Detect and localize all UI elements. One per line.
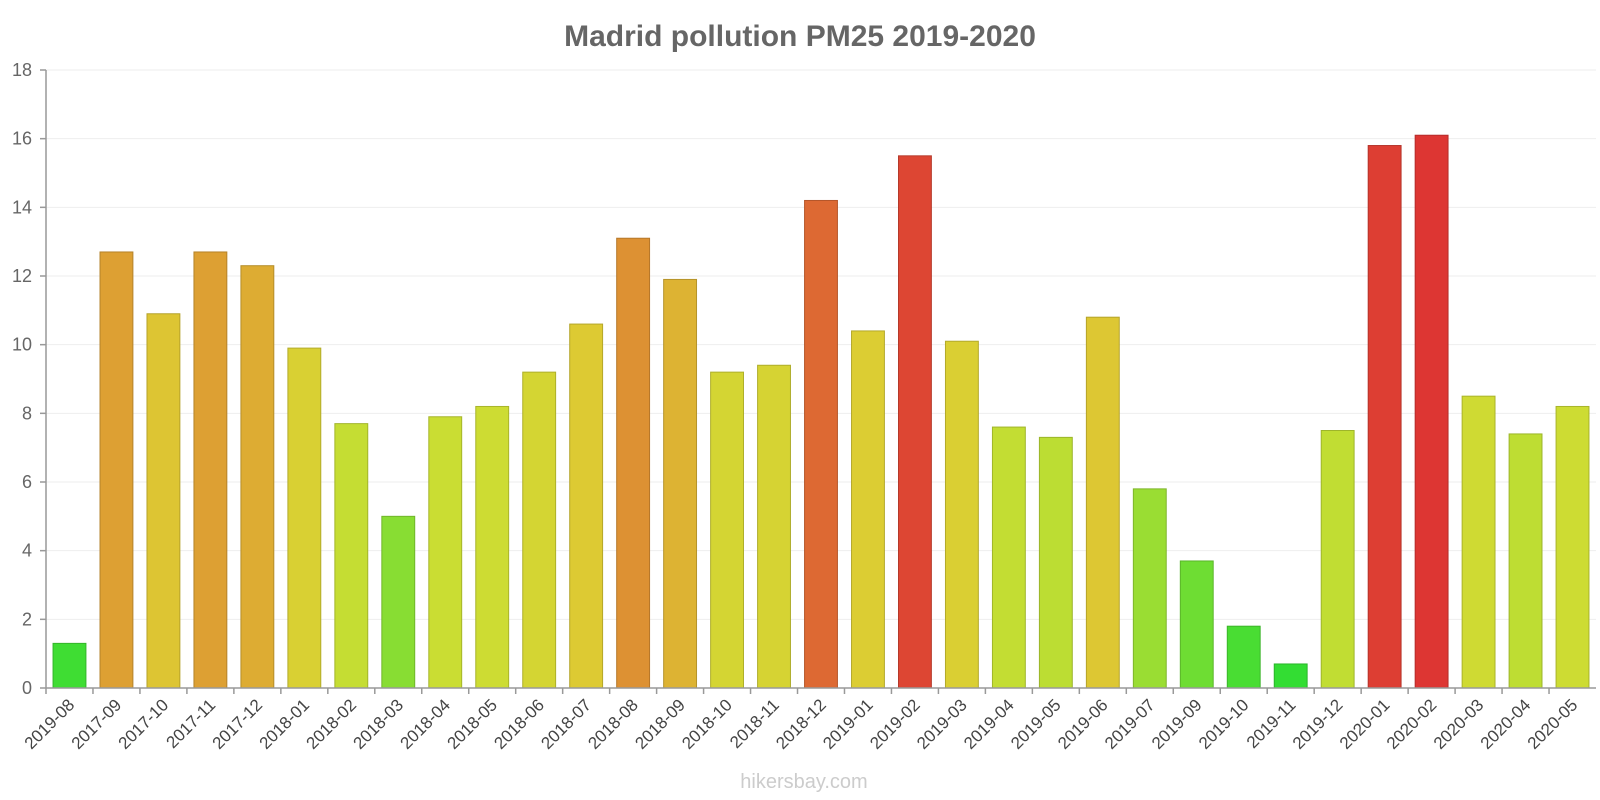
bar-2019-01: [851, 330, 885, 689]
bar-2020-04: [1508, 433, 1543, 689]
bar-2017-10: [146, 313, 181, 689]
x-tick-label: 2020-03: [1430, 695, 1488, 753]
x-tick-label: 2018-08: [584, 695, 642, 753]
bar-2018-12: [804, 199, 838, 689]
bar-2018-06: [522, 371, 557, 689]
bars: [52, 134, 1590, 689]
x-tick-label: 2017-11: [163, 695, 220, 752]
bar-2018-02: [334, 423, 369, 689]
y-tick-label: 0: [22, 678, 32, 698]
x-tick-label: 2017-09: [68, 695, 126, 753]
bar-2019-05: [1038, 436, 1073, 689]
x-tick-label: 2019-07: [1101, 695, 1159, 753]
bar-2018-01: [287, 347, 322, 689]
bar-2020-01: [1367, 145, 1402, 689]
bar-2017-11: [193, 251, 228, 689]
bar-2019-06: [1085, 316, 1120, 689]
bar-2019-09: [1179, 560, 1214, 689]
x-tick-label: 2020-05: [1524, 695, 1582, 753]
bar-2019-07: [1132, 488, 1167, 689]
x-tick-label: 2018-06: [490, 695, 548, 753]
x-tick-label: 2018-10: [678, 695, 736, 753]
x-tick-label: 2019-08: [21, 695, 79, 753]
y-tick-label: 18: [12, 60, 32, 80]
bar-2017-12: [240, 265, 275, 689]
x-tick-label: 2018-04: [397, 695, 455, 753]
bar-2018-04: [428, 416, 463, 689]
bar-2019-12: [1320, 430, 1355, 689]
bar-2018-08: [616, 237, 651, 689]
x-tick-label: 2019-09: [1148, 695, 1206, 753]
x-tick-label: 2018-01: [256, 695, 314, 753]
bar-2019-10: [1226, 625, 1261, 689]
y-tick-label: 6: [22, 472, 32, 492]
x-tick-label: 2019-05: [1007, 695, 1065, 753]
bar-2019-04: [991, 426, 1026, 689]
y-tick-label: 8: [22, 403, 32, 423]
x-tick-label: 2019-10: [1195, 695, 1253, 753]
x-tick-label: 2020-02: [1383, 695, 1441, 753]
x-tick-label: 2018-07: [537, 695, 595, 753]
x-tick-label: 2020-04: [1477, 695, 1535, 753]
x-tick-label: 2020-01: [1336, 695, 1394, 753]
y-tick-label: 4: [22, 541, 32, 561]
bar-2017-09: [99, 251, 134, 689]
x-tick-label: 2019-06: [1054, 695, 1112, 753]
bar-2019-03: [944, 340, 979, 689]
x-tick-label: 2017-12: [209, 695, 267, 753]
x-tick-label: 2018-05: [443, 695, 501, 753]
watermark: hikersbay.com: [740, 771, 867, 793]
bar-2018-03: [381, 515, 416, 689]
y-tick-labels: 0 2 4 6 8 10 12 14 16 18: [12, 60, 46, 698]
x-tick-label: 2019-12: [1289, 695, 1347, 753]
x-tick-label: 2018-09: [631, 695, 689, 753]
x-tick-label: 2018-11: [726, 695, 783, 752]
y-tick-label: 2: [22, 609, 32, 629]
x-tick-label: 2018-12: [772, 695, 830, 753]
x-tick-label: 2017-10: [115, 695, 173, 753]
x-tick-label: 2019-01: [819, 695, 877, 753]
x-tick-label: 2019-11: [1243, 695, 1300, 752]
bar-2019-11: [1273, 663, 1308, 689]
x-tick-label: 2018-03: [350, 695, 408, 753]
y-tick-label: 16: [12, 129, 32, 149]
bar-2019-02: [898, 155, 932, 689]
bar-2018-09: [663, 278, 698, 689]
x-tick-label: 2019-03: [913, 695, 971, 753]
bar-2018-10: [710, 371, 745, 689]
bar-2020-05: [1555, 405, 1590, 689]
x-tick-labels: 2019-082017-092017-102017-112017-122018-…: [21, 688, 1582, 753]
bar-2020-03: [1461, 395, 1496, 689]
bar-2020-02: [1414, 134, 1449, 689]
x-tick-label: 2019-04: [960, 695, 1018, 753]
x-tick-label: 2018-02: [303, 695, 361, 753]
x-tick-label: 2019-02: [866, 695, 924, 753]
y-tick-label: 12: [12, 266, 32, 286]
axes: [45, 70, 1596, 689]
bar-2018-05: [475, 405, 510, 689]
bar-2019-08: [52, 642, 87, 689]
y-tick-label: 10: [12, 335, 32, 355]
bar-2018-11: [757, 364, 791, 689]
y-tick-label: 14: [12, 197, 32, 217]
chart-title: Madrid pollution PM25 2019-2020: [564, 20, 1036, 53]
bar-2018-07: [569, 323, 604, 689]
